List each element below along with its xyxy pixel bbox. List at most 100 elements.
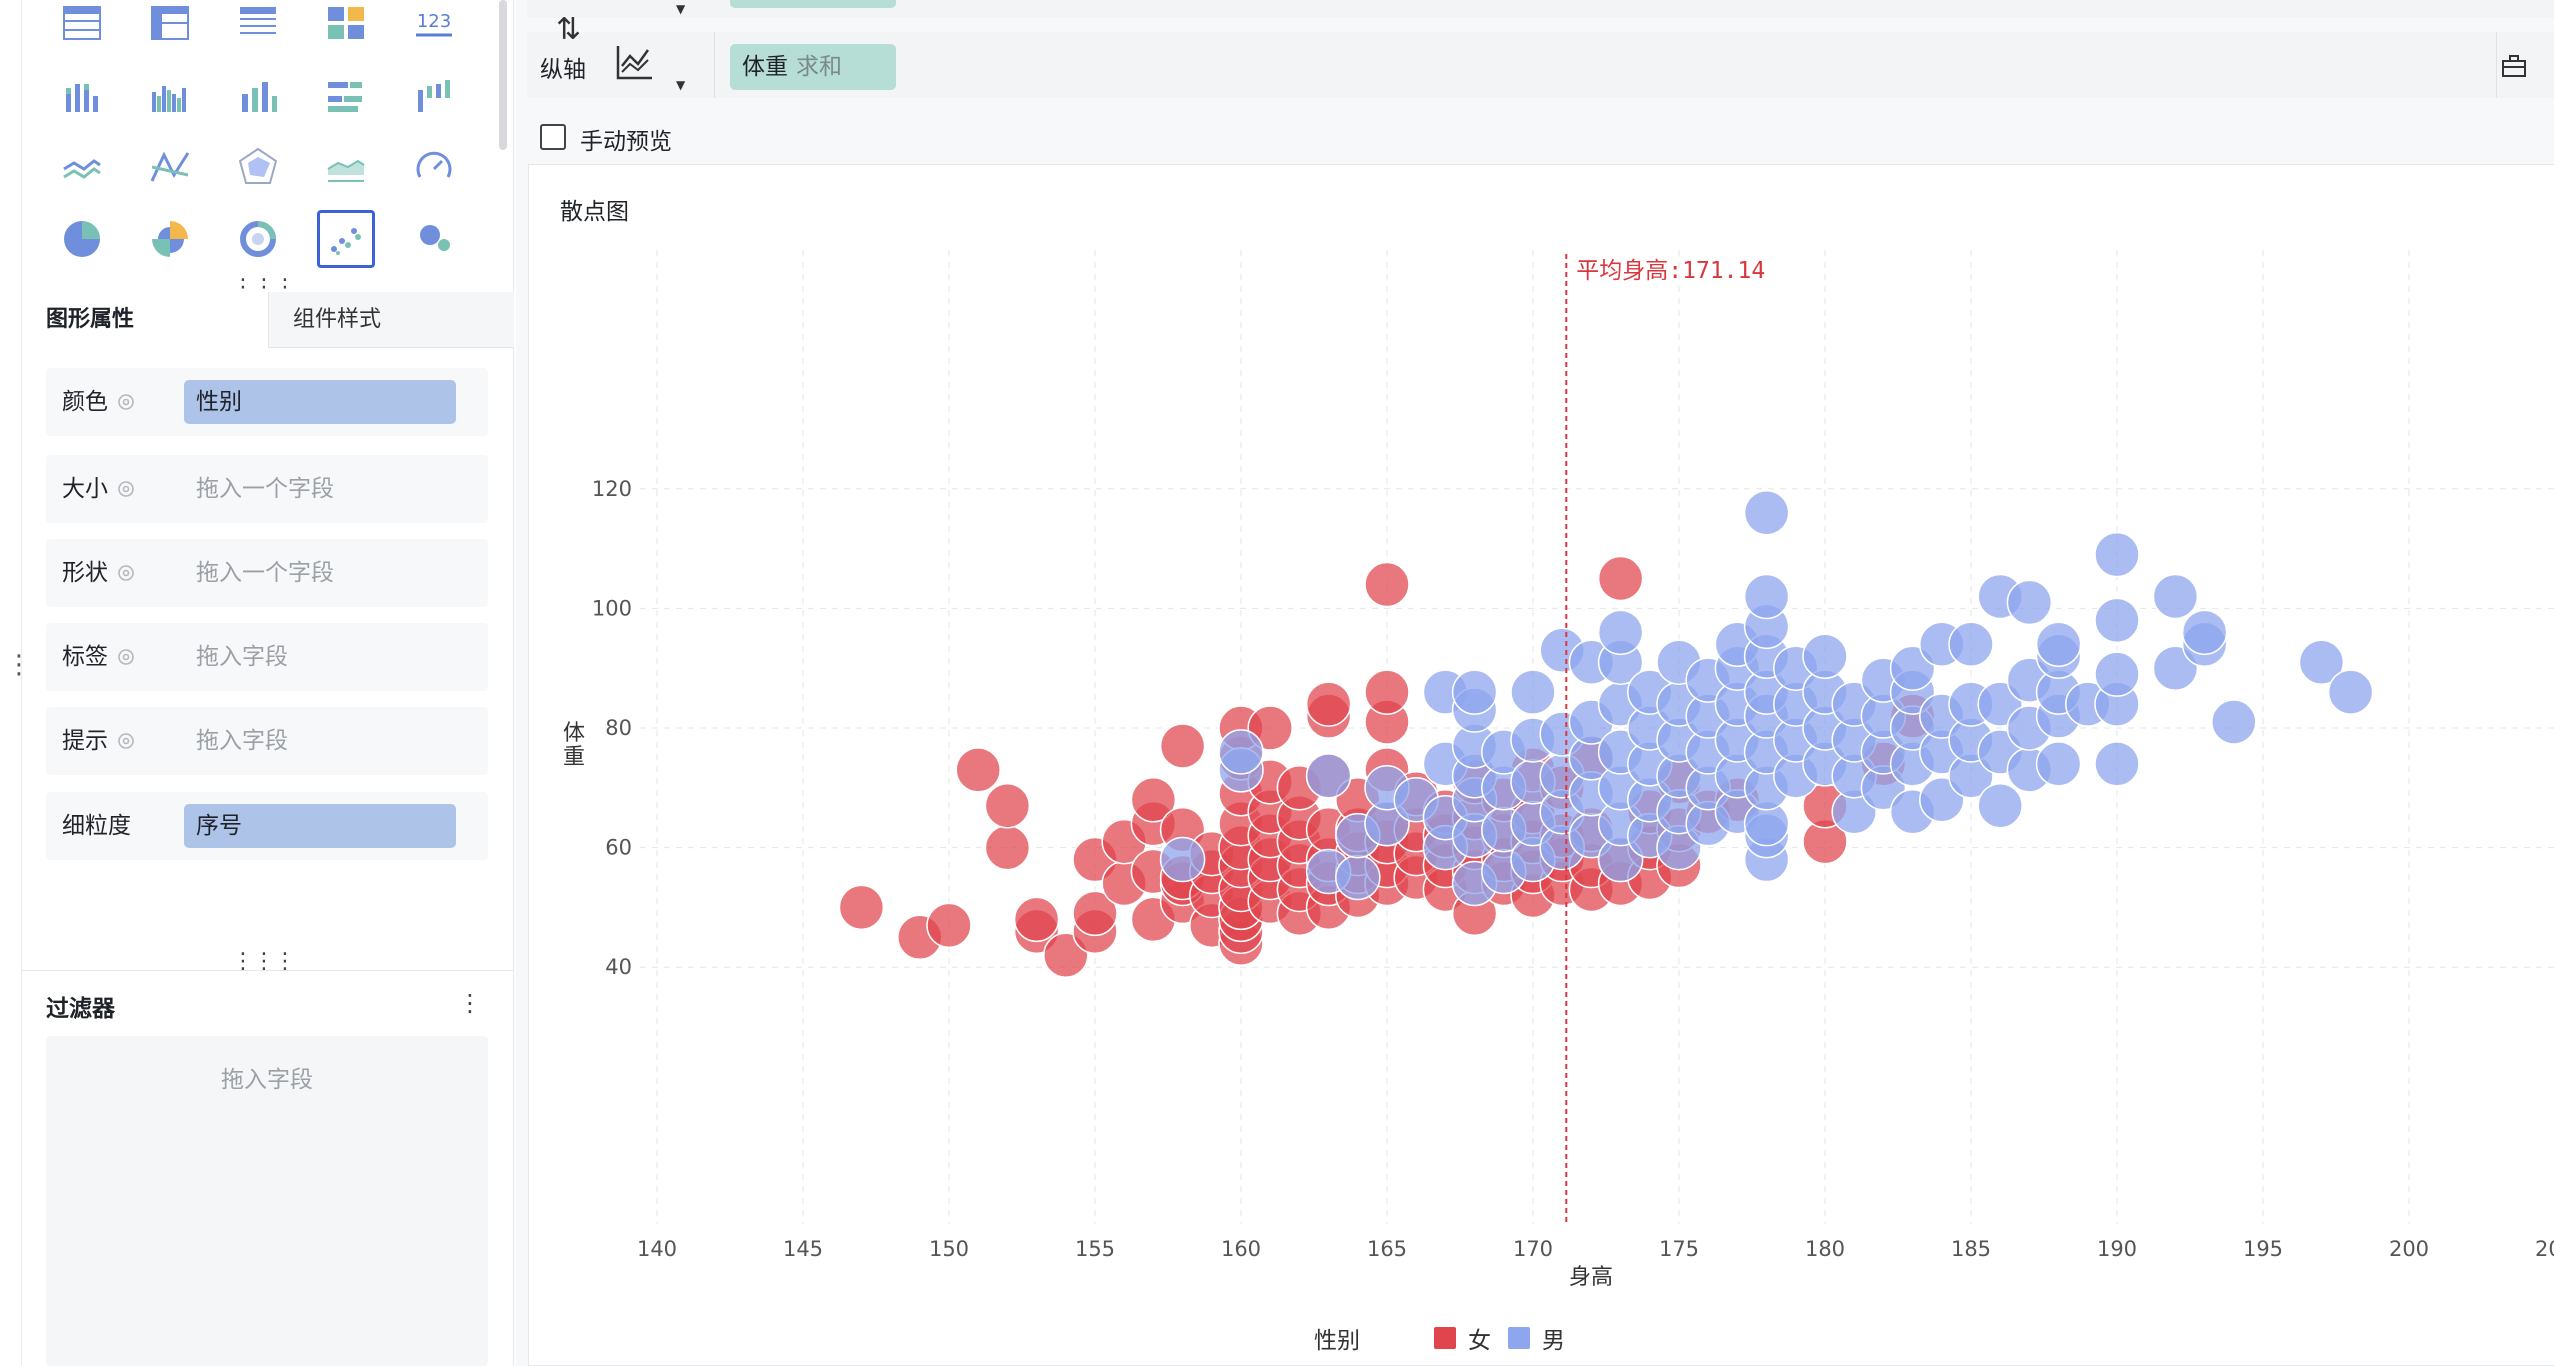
radar-icon[interactable] bbox=[229, 138, 287, 196]
prop-row-label[interactable]: 标签 拖入字段 bbox=[46, 623, 488, 691]
stacked-bar-icon[interactable] bbox=[53, 67, 111, 125]
prop-row-size[interactable]: 大小 拖入一个字段 bbox=[46, 455, 488, 523]
number-card-icon[interactable]: 123 bbox=[405, 0, 463, 52]
x-tick-label: 155 bbox=[1075, 1237, 1115, 1261]
table-icon[interactable] bbox=[53, 0, 111, 52]
data-point-male[interactable] bbox=[1510, 669, 1556, 715]
data-point-female[interactable] bbox=[984, 824, 1031, 871]
data-point-female[interactable] bbox=[1013, 896, 1060, 943]
data-point-male[interactable] bbox=[1335, 854, 1381, 901]
data-points[interactable] bbox=[838, 489, 2374, 978]
drop-placeholder: 拖入字段 bbox=[221, 1067, 313, 1093]
y-axis-title-char-1: 体 bbox=[563, 721, 585, 746]
prop-row-shape[interactable]: 形状 拖入一个字段 bbox=[46, 539, 488, 607]
x-axis-field-pill[interactable] bbox=[730, 0, 896, 8]
filter-drop-zone[interactable]: 拖入字段 bbox=[46, 1036, 488, 1366]
swap-axes-icon[interactable]: ⇅ bbox=[556, 12, 582, 47]
color-field-pill[interactable]: 性别 bbox=[184, 380, 456, 424]
gear-icon[interactable] bbox=[116, 731, 136, 751]
rose-icon[interactable] bbox=[141, 210, 199, 268]
y-axis-title-char-2: 重 bbox=[563, 745, 585, 770]
horizontal-bar-icon[interactable] bbox=[317, 67, 375, 125]
legend-swatch-male[interactable] bbox=[1508, 1327, 1530, 1349]
data-point-male[interactable] bbox=[1977, 782, 2023, 829]
x-tick-label: 185 bbox=[1951, 1237, 1991, 1261]
gear-icon[interactable] bbox=[116, 392, 136, 412]
data-point-male[interactable] bbox=[1597, 609, 1644, 656]
scatter-icon[interactable] bbox=[317, 210, 375, 268]
data-point-male[interactable] bbox=[1305, 753, 1352, 799]
prop-label: 标签 bbox=[62, 644, 108, 670]
tab-graphic-properties[interactable]: 图形属性 bbox=[22, 292, 268, 348]
gear-icon[interactable] bbox=[116, 479, 136, 499]
data-point-male[interactable] bbox=[2035, 621, 2082, 668]
legend-title: 性别 bbox=[1314, 1328, 1360, 1354]
caret-down-icon[interactable]: ▼ bbox=[676, 2, 686, 16]
data-point-male[interactable] bbox=[1159, 836, 1206, 883]
data-point-male[interactable] bbox=[2327, 669, 2374, 715]
data-point-female[interactable] bbox=[838, 884, 885, 931]
data-point-male[interactable] bbox=[2298, 639, 2345, 685]
data-point-male[interactable] bbox=[2094, 597, 2140, 644]
card-icon[interactable] bbox=[317, 0, 375, 52]
data-point-female[interactable] bbox=[1159, 723, 1206, 769]
y-axis-title-group: 体 重 bbox=[563, 721, 585, 770]
y-axis-field-pill[interactable]: 体重 求和 bbox=[730, 44, 896, 90]
cross-table-icon[interactable] bbox=[141, 0, 199, 52]
manual-preview-checkbox[interactable] bbox=[540, 124, 566, 150]
data-point-female[interactable] bbox=[926, 902, 972, 949]
bubble-icon[interactable] bbox=[405, 210, 463, 268]
data-point-male[interactable] bbox=[2152, 573, 2199, 620]
tab-component-style[interactable]: 组件样式 bbox=[268, 292, 514, 348]
data-point-female[interactable] bbox=[1364, 561, 1410, 608]
data-point-male[interactable] bbox=[1743, 489, 1790, 536]
granularity-field-pill[interactable]: 序号 bbox=[184, 804, 456, 848]
annotation: 平均身高:171.14 bbox=[1565, 254, 1765, 1226]
data-point-male[interactable] bbox=[1218, 729, 1264, 775]
data-point-male[interactable] bbox=[2094, 651, 2140, 697]
data-point-male[interactable] bbox=[2094, 741, 2140, 787]
grouped-bar-icon[interactable] bbox=[141, 67, 199, 125]
panel-tabs: 图形属性 组件样式 bbox=[22, 292, 514, 348]
x-tick-label: 175 bbox=[1659, 1237, 1699, 1261]
prop-label: 颜色 bbox=[62, 389, 108, 415]
data-point-male[interactable] bbox=[2035, 741, 2082, 787]
data-point-female[interactable] bbox=[1305, 681, 1352, 727]
legend-label-male[interactable]: 男 bbox=[1542, 1328, 1565, 1354]
data-point-female[interactable] bbox=[984, 782, 1031, 829]
detail-table-icon[interactable] bbox=[229, 0, 287, 52]
data-point-male[interactable] bbox=[1743, 573, 1790, 620]
bar-icon[interactable] bbox=[229, 67, 287, 125]
data-point-male[interactable] bbox=[2181, 609, 2228, 656]
area-icon[interactable] bbox=[317, 138, 375, 196]
legend-swatch-female[interactable] bbox=[1434, 1327, 1456, 1349]
prop-row-tooltip[interactable]: 提示 拖入字段 bbox=[46, 707, 488, 775]
gear-icon[interactable] bbox=[116, 563, 136, 583]
multi-line-icon[interactable] bbox=[141, 138, 199, 196]
legend-label-female[interactable]: 女 bbox=[1468, 1328, 1491, 1354]
data-point-female[interactable] bbox=[955, 747, 1001, 793]
resize-grip-icon[interactable]: ⋮⋮⋮ bbox=[232, 949, 296, 974]
data-point-male[interactable] bbox=[1451, 669, 1498, 715]
gear-icon[interactable] bbox=[116, 647, 136, 667]
data-point-female[interactable] bbox=[1130, 777, 1177, 823]
line-icon[interactable] bbox=[53, 138, 111, 196]
data-point-male[interactable] bbox=[2211, 699, 2257, 745]
gauge-icon[interactable] bbox=[405, 138, 463, 196]
data-point-female[interactable] bbox=[1597, 555, 1644, 602]
toolbox-icon[interactable] bbox=[2500, 52, 2528, 80]
waterfall-icon[interactable] bbox=[405, 67, 463, 125]
more-icon[interactable]: ⋮ bbox=[458, 989, 482, 1017]
legend: 性别 女 男 bbox=[1314, 1327, 1565, 1354]
data-point-male[interactable] bbox=[1948, 621, 1994, 668]
data-point-male[interactable] bbox=[1802, 633, 1848, 679]
panel-scrollbar[interactable] bbox=[499, 0, 507, 150]
data-point-male[interactable] bbox=[2006, 579, 2053, 626]
caret-down-icon[interactable]: ▼ bbox=[676, 78, 686, 92]
line-chart-type-icon[interactable] bbox=[612, 40, 656, 84]
pie-icon[interactable] bbox=[53, 210, 111, 268]
data-point-male[interactable] bbox=[2094, 531, 2140, 578]
data-point-female[interactable] bbox=[1072, 890, 1118, 937]
data-point-female[interactable] bbox=[1364, 669, 1410, 715]
donut-icon[interactable] bbox=[229, 210, 287, 268]
